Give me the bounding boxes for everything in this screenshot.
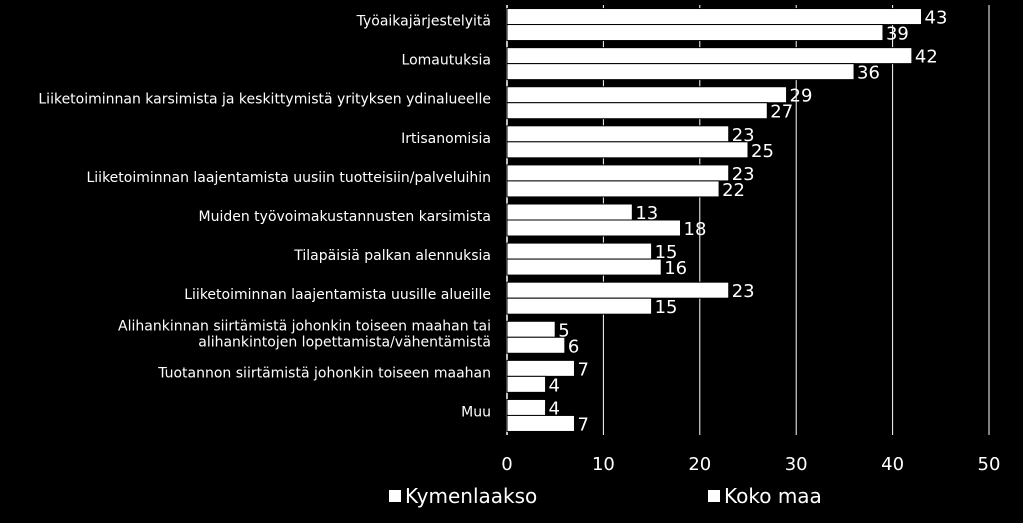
data-label: 23	[732, 125, 755, 146]
bars	[506, 8, 923, 432]
data-label: 36	[857, 63, 880, 84]
data-label: 4	[549, 398, 560, 419]
data-label: 27	[770, 102, 793, 123]
data-label: 16	[664, 258, 687, 279]
legend-swatch	[708, 490, 720, 502]
category-label: Muiden työvoimakustannusten karsimista	[199, 209, 491, 225]
data-label: 15	[655, 297, 678, 318]
bar-kymenlaakso	[506, 281, 730, 299]
bar-kymenlaakso	[506, 86, 788, 104]
bar-kymenlaakso	[506, 320, 556, 338]
x-tick-label: 50	[978, 454, 1001, 475]
category-label: Alihankinnan siirtämistä johonkin toisee…	[118, 318, 491, 350]
data-label: 22	[722, 180, 745, 201]
legend-swatch	[389, 490, 401, 502]
data-label: 42	[915, 47, 938, 68]
data-label: 5	[558, 320, 569, 341]
data-label: 6	[568, 336, 579, 357]
data-label: 13	[635, 203, 658, 224]
bar-koko-maa	[506, 180, 720, 198]
x-tick-label: 10	[592, 454, 615, 475]
legend-entry: Koko maa	[724, 484, 822, 508]
category-label: Muu	[461, 404, 491, 420]
category-label: Työaikajärjestelyitä	[356, 14, 491, 30]
bar-kymenlaakso	[506, 8, 923, 26]
bar-koko-maa	[506, 375, 547, 393]
bar-kymenlaakso	[506, 242, 653, 260]
bar-kymenlaakso	[506, 398, 547, 416]
bar-koko-maa	[506, 102, 768, 120]
bar-koko-maa	[506, 141, 749, 159]
data-label: 18	[684, 219, 707, 240]
bar-koko-maa	[506, 24, 884, 42]
legend: Kymenlaakso Koko maa	[389, 484, 822, 508]
bar-kymenlaakso	[506, 125, 730, 143]
category-label: Liiketoiminnan laajentamista uusille alu…	[184, 287, 491, 303]
bar-koko-maa	[506, 63, 855, 81]
bar-koko-maa	[506, 219, 682, 237]
data-label: 7	[577, 414, 588, 435]
x-tick-label: 20	[688, 454, 711, 475]
data-label: 39	[886, 24, 909, 45]
category-label: Irtisanomisia	[401, 131, 491, 147]
bar-koko-maa	[506, 258, 662, 276]
data-label: 29	[790, 86, 813, 107]
data-label: 15	[655, 242, 678, 263]
bar-kymenlaakso	[506, 47, 913, 65]
data-label: 23	[732, 281, 755, 302]
legend-entry: Kymenlaakso	[405, 484, 537, 508]
data-label: 25	[751, 141, 774, 162]
bar-kymenlaakso	[506, 164, 730, 182]
data-label: 7	[577, 359, 588, 380]
category-label: Liiketoiminnan laajentamista uusiin tuot…	[86, 170, 491, 186]
bar-koko-maa	[506, 297, 653, 315]
bar-kymenlaakso	[506, 359, 575, 377]
data-label: 23	[732, 164, 755, 185]
x-axis-ticks: 0 10 20 30 40 50	[501, 454, 1000, 475]
x-tick-label: 40	[881, 454, 904, 475]
data-label: 43	[925, 8, 948, 29]
bar-koko-maa	[506, 414, 575, 432]
x-tick-label: 0	[501, 454, 512, 475]
bar-kymenlaakso	[506, 203, 633, 221]
bar-koko-maa	[506, 336, 566, 354]
x-tick-label: 30	[785, 454, 808, 475]
data-label: 4	[549, 375, 560, 396]
category-label: Liiketoiminnan karsimista ja keskittymis…	[38, 92, 491, 108]
category-label: Tuotannon siirtämistä johonkin toiseen m…	[157, 365, 491, 381]
category-label: Tilapäisiä palkan alennuksia	[293, 248, 491, 264]
category-labels: Työaikajärjestelyitä Lomautuksia Liiketoim…	[38, 14, 491, 421]
category-label: Lomautuksia	[402, 53, 491, 69]
